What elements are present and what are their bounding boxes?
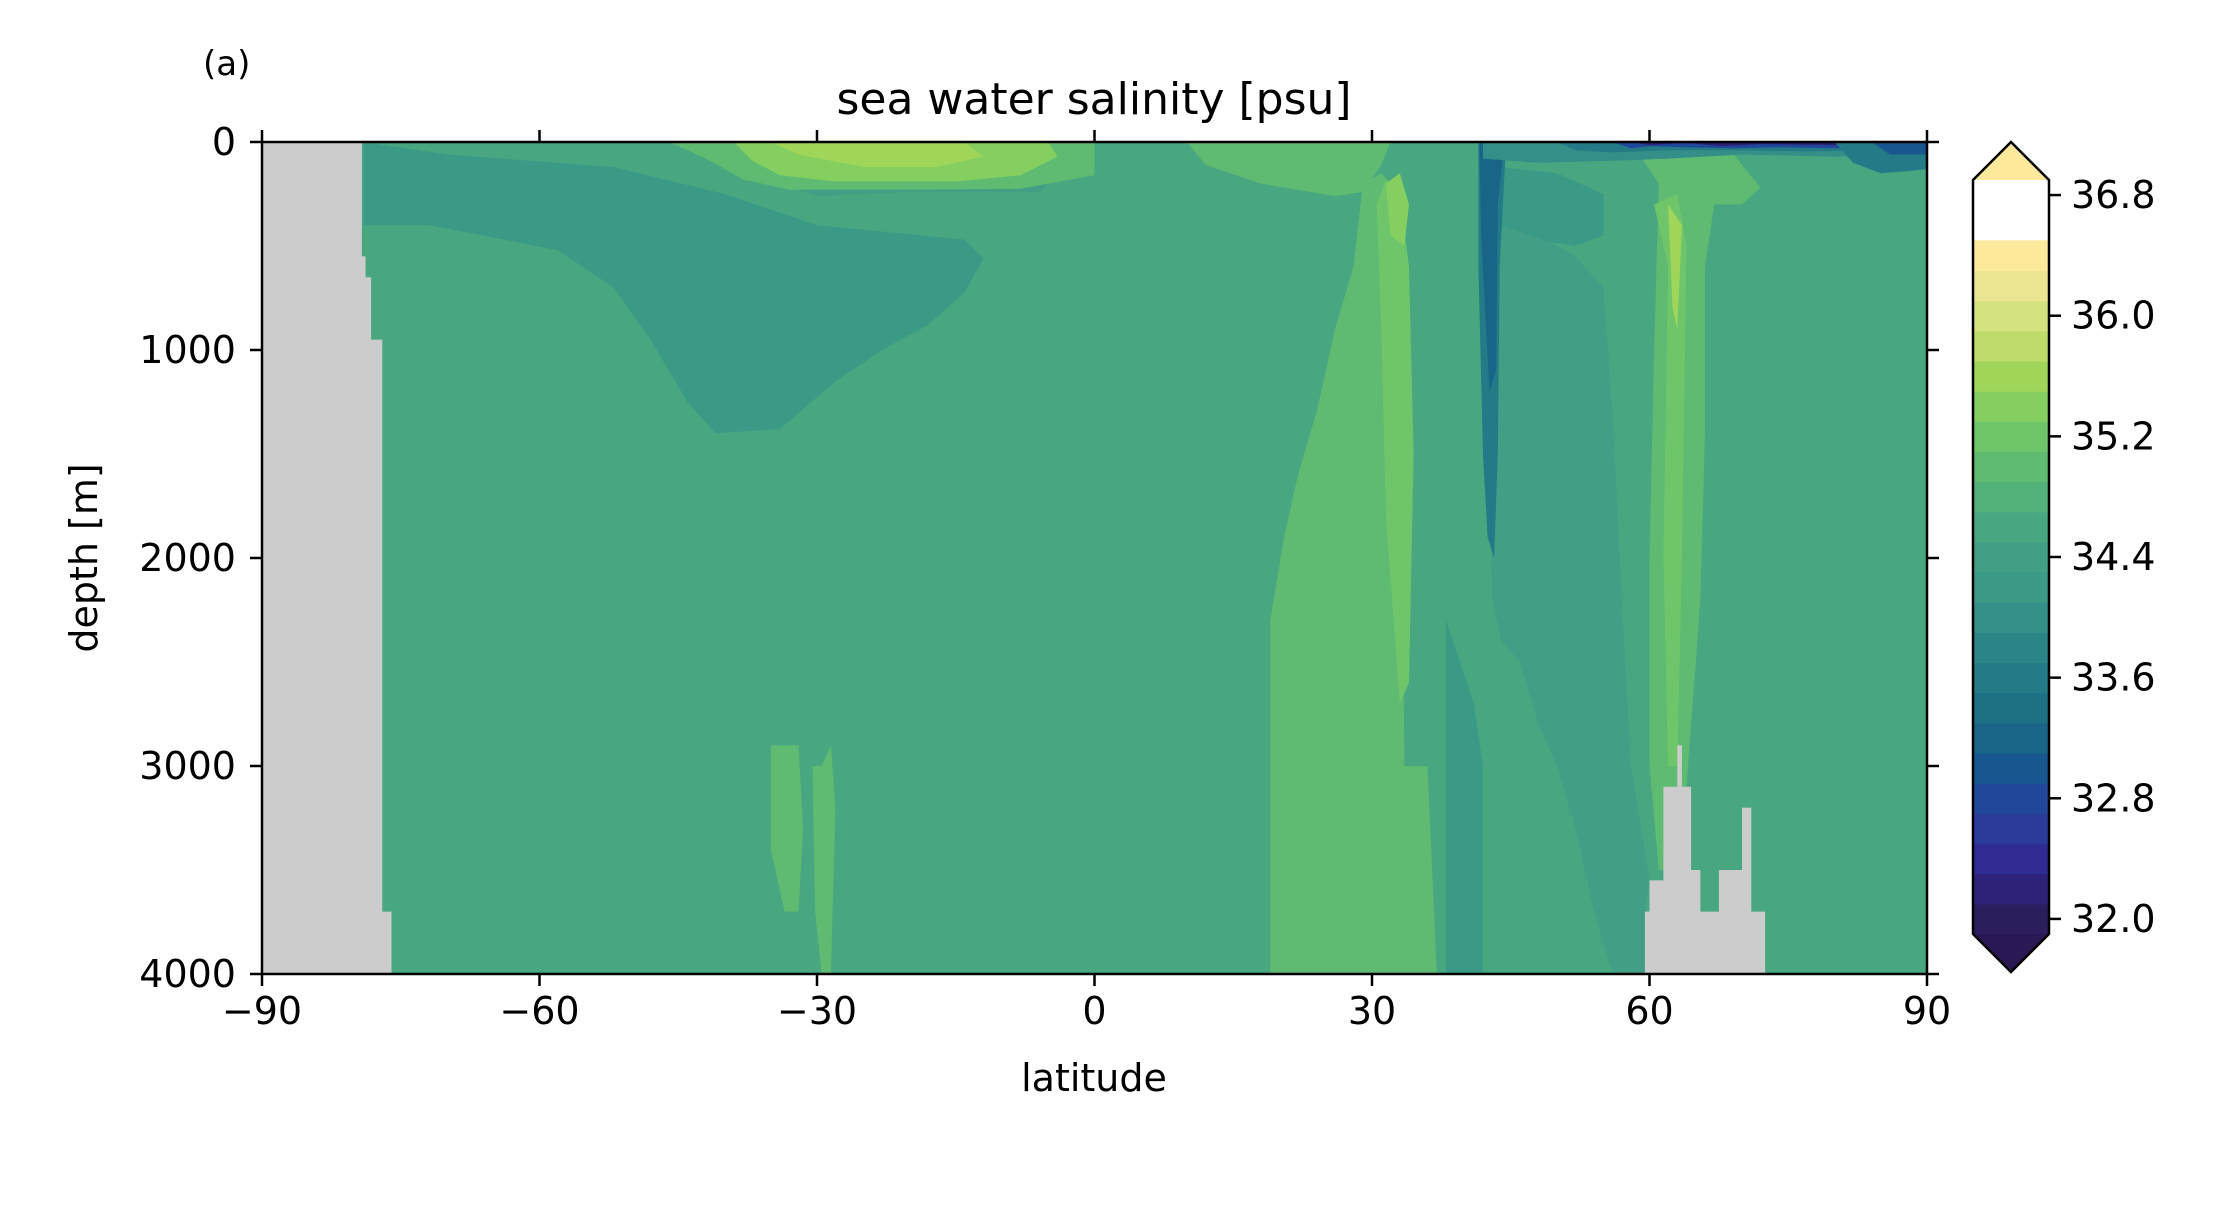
- colorbar-segment: [1973, 300, 2049, 332]
- colorbar-tick-label: 36.8: [2071, 173, 2156, 217]
- salinity-region-14: [1501, 167, 1604, 246]
- y-axis-label: depth [m]: [62, 463, 106, 652]
- colorbar-extend-max: [1973, 142, 2049, 180]
- salinity-region-19: [812, 745, 836, 974]
- salinity-region-12: [1668, 204, 1682, 330]
- salinity-region-17: [1479, 142, 1505, 392]
- salinity-region-15: [1446, 620, 1483, 974]
- x-tick-label: −30: [777, 989, 857, 1033]
- salinity-region-6: [1187, 142, 1391, 197]
- colorbar-segment: [1973, 360, 2049, 392]
- colorbar-tick-label: 32.8: [2071, 776, 2156, 820]
- colorbar-segment: [1973, 511, 2049, 543]
- colorbar-segment: [1973, 692, 2049, 724]
- colorbar-segment: [1973, 843, 2049, 875]
- chart-title: sea water salinity [psu]: [836, 74, 1351, 125]
- salinity-region-25: [1871, 142, 1927, 155]
- colorbar-extend-min: [1973, 934, 2049, 972]
- salinity-region-0: [363, 142, 984, 434]
- salinity-region-18: [770, 745, 804, 912]
- colorbar-segment: [1973, 541, 2049, 573]
- colorbar-segment: [1973, 783, 2049, 814]
- x-tick-label: 60: [1625, 989, 1673, 1033]
- land-antarctica: [262, 142, 392, 974]
- salinity-region-8: [1376, 179, 1414, 704]
- salinity-region-11: [1654, 194, 1687, 766]
- colorbar-segment: [1973, 903, 2049, 935]
- x-tick-label: −90: [222, 989, 302, 1033]
- colorbar-tick-label: 35.2: [2071, 414, 2156, 458]
- colorbar-segment: [1973, 753, 2049, 784]
- y-axis: 0 1000 2000 3000 4000: [139, 120, 1939, 996]
- colorbar-segment: [1973, 813, 2049, 845]
- colorbar-segment: [1973, 270, 2049, 302]
- colorbar-tick-label: 34.4: [2071, 535, 2156, 579]
- x-axis-label: latitude: [1021, 1056, 1167, 1100]
- colorbar-segment: [1973, 602, 2049, 633]
- colorbar-segment: [1973, 873, 2049, 905]
- colorbar: 32.0 32.8 33.6 34.4 35.2 36.0 36.8: [1971, 140, 2156, 974]
- salinity-field-layer: [363, 142, 1927, 974]
- x-tick-label: 30: [1348, 989, 1396, 1033]
- colorbar-segment: [1973, 481, 2049, 513]
- colorbar-tick-label: 36.0: [2071, 294, 2156, 338]
- colorbar-segment: [1973, 572, 2049, 603]
- salinity-region-4: [770, 142, 984, 167]
- salinity-region-9: [1385, 173, 1409, 246]
- colorbar-segment: [1973, 330, 2049, 362]
- colorbar-segment: [1973, 662, 2049, 694]
- panel-label: (a): [203, 44, 250, 84]
- y-tick-label: 1000: [139, 328, 236, 372]
- colorbar-tick-label: 32.0: [2071, 897, 2156, 941]
- colorbar-segment: [1973, 391, 2049, 422]
- colorbar-segment: [1973, 722, 2049, 754]
- y-tick-label: 3000: [139, 744, 236, 788]
- colorbar-segment: [1973, 240, 2049, 272]
- colorbar-segment: [1973, 421, 2049, 453]
- salinity-region-10: [1631, 142, 1761, 870]
- colorbar-segment: [1973, 632, 2049, 664]
- x-tick-label: −60: [499, 989, 579, 1033]
- y-tick-label: 0: [212, 120, 236, 164]
- colorbar-segment: [1973, 451, 2049, 483]
- land-arctic-ridge: [1644, 745, 1766, 974]
- colorbar-outline: [1971, 140, 2051, 974]
- colorbar-tick-label: 33.6: [2071, 656, 2156, 700]
- x-tick-label: 0: [1082, 989, 1106, 1033]
- x-axis: −90 −60 −30 0 30 60 90: [222, 130, 1951, 1033]
- x-tick-label: 90: [1903, 989, 1951, 1033]
- land-mask-layer: [262, 142, 1766, 974]
- y-tick-label: 2000: [139, 536, 236, 580]
- salinity-region-13: [1487, 142, 1650, 974]
- y-tick-label: 4000: [139, 952, 236, 996]
- plot-area: [262, 142, 1927, 974]
